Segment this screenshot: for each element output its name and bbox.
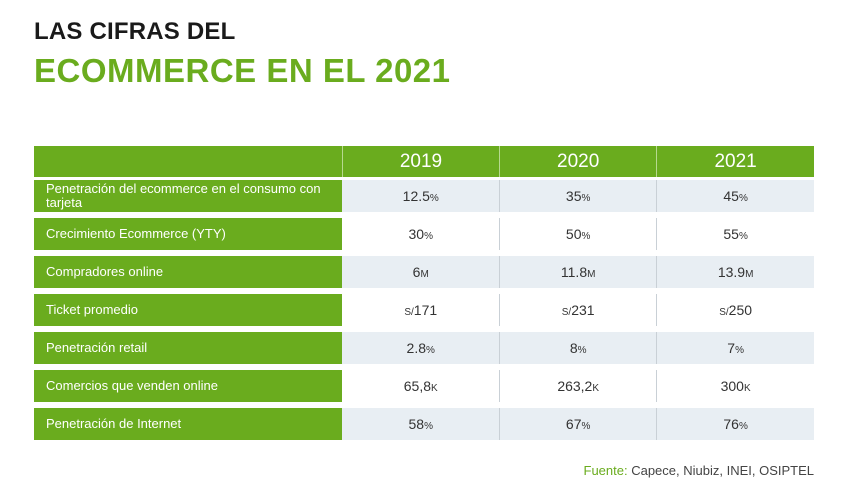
cell-unit: % [738, 421, 748, 432]
value-cell: 55% [656, 215, 814, 253]
table-row: Penetración retail 2.8% 8% 7% [34, 329, 814, 367]
cell-unit: % [581, 421, 591, 432]
cell-value: 6 [412, 264, 421, 280]
cell-value: 250 [728, 302, 753, 318]
row-label: Crecimiento Ecommerce (YTY) [34, 215, 343, 253]
value-cell: 8% [499, 329, 657, 367]
title-line-1: LAS CIFRAS DEL [34, 18, 236, 45]
cell-value: 2.8 [406, 340, 427, 356]
cell-value: 300 [720, 378, 744, 394]
year-header-2020: 2020 [499, 146, 657, 179]
cell-unit: K [431, 383, 438, 394]
value-cell: S/171 [342, 291, 500, 329]
table-row: Compradores online 6M 11.8M 13.9M [34, 253, 814, 291]
cell-unit: % [429, 193, 439, 204]
table-row: Crecimiento Ecommerce (YTY) 30% 50% 55% [34, 215, 814, 253]
cell-value: 67 [565, 416, 582, 432]
value-cell: 6M [342, 253, 500, 291]
row-label: Penetración de Internet [34, 405, 343, 440]
value-cell: 2.8% [342, 329, 500, 367]
currency-prefix: S/ [404, 307, 414, 318]
value-cell: 67% [499, 405, 657, 440]
row-label: Penetración del ecommerce en el consumo … [34, 178, 343, 215]
currency-prefix: S/ [719, 307, 729, 318]
cell-value: 76 [723, 416, 739, 432]
cell-value: 7 [727, 340, 736, 356]
cell-unit: K [592, 383, 600, 394]
row-label: Penetración retail [34, 329, 343, 367]
cell-value: 30 [408, 226, 425, 242]
value-cell: 58% [342, 405, 500, 440]
cell-unit: % [426, 345, 435, 356]
stats-table: 2019 2020 2021 Penetración del ecommerce… [34, 146, 814, 440]
cell-unit: % [424, 231, 433, 242]
cell-value: 171 [413, 302, 438, 318]
table-body: Penetración del ecommerce en el consumo … [34, 178, 814, 440]
cell-value: 65,8 [403, 378, 432, 394]
cell-value: 8 [569, 340, 578, 356]
cell-unit: M [745, 269, 754, 280]
cell-value: 11.8 [560, 264, 588, 280]
table-header: 2019 2020 2021 [34, 146, 814, 179]
cell-unit: % [577, 345, 587, 356]
table-row: Penetración de Internet 58% 67% 76% [34, 405, 814, 440]
cell-unit: % [735, 345, 744, 356]
cell-unit: K [743, 383, 751, 394]
value-cell: 7% [656, 329, 814, 367]
row-label: Ticket promedio [34, 291, 343, 329]
cell-unit: M [420, 269, 429, 280]
value-cell: 300K [656, 367, 814, 405]
value-cell: S/231 [499, 291, 657, 329]
table-row: Ticket promedio S/171 S/231 S/250 [34, 291, 814, 329]
cell-value: 263,2 [557, 378, 593, 394]
cell-unit: % [424, 421, 433, 432]
cell-unit: % [581, 193, 591, 204]
value-cell: 30% [342, 215, 500, 253]
value-cell: 13.9M [656, 253, 814, 291]
table-row: Comercios que venden online 65,8K 263,2K 30… [34, 367, 814, 405]
cell-value: 12.5 [402, 188, 430, 204]
cell-unit: % [738, 231, 748, 242]
title-line-2: ECOMMERCE EN EL 2021 [34, 52, 451, 89]
source-text: Capece, Niubiz, INEI, OSIPTEL [627, 463, 814, 478]
value-cell: 263,2K [499, 367, 657, 405]
source-label: Fuente: [583, 463, 628, 478]
value-cell: 76% [656, 405, 814, 440]
row-label: Compradores online [34, 253, 343, 291]
cell-value: 13.9 [717, 264, 746, 280]
source-note: Fuente: Capece, Niubiz, INEI, OSIPTEL [584, 463, 815, 478]
value-cell: 50% [499, 215, 657, 253]
value-cell: 12.5% [342, 178, 500, 215]
value-cell: S/250 [656, 291, 814, 329]
value-cell: 11.8M [499, 253, 657, 291]
row-label: Comercios que venden online [34, 367, 343, 405]
header-blank-cell [34, 146, 343, 179]
cell-unit: M [587, 269, 596, 280]
cell-value: 55 [723, 226, 739, 242]
value-cell: 35% [499, 178, 657, 215]
year-header-2019: 2019 [341, 146, 500, 179]
cell-value: 45 [723, 188, 739, 204]
value-cell: 45% [656, 178, 814, 215]
cell-value: 58 [408, 416, 425, 432]
value-cell: 65,8K [342, 367, 500, 405]
table-row: Penetración del ecommerce en el consumo … [34, 178, 814, 215]
cell-unit: % [581, 231, 591, 242]
cell-value: 35 [565, 188, 582, 204]
cell-value: 50 [565, 226, 582, 242]
year-header-2021: 2021 [656, 146, 814, 179]
cell-unit: % [738, 193, 748, 204]
currency-prefix: S/ [561, 307, 572, 318]
cell-value: 231 [571, 302, 595, 318]
